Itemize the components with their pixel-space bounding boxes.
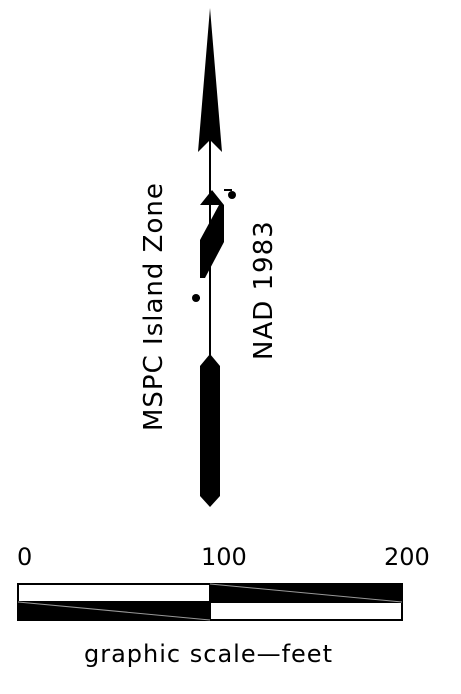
- scale-tick-label-0: 0: [17, 543, 32, 571]
- datum-label: NAD 1983: [249, 220, 279, 360]
- north-arrow-zigzag-dot-top: [228, 191, 236, 199]
- north-arrow-zigzag-dot-bottom: [192, 294, 200, 302]
- scale-bar: 0 100 200 graphic scale—feet: [17, 543, 430, 668]
- scale-tick-label-100: 100: [201, 543, 247, 571]
- scale-caption: graphic scale—feet: [84, 640, 333, 668]
- north-arrow-zigzag: [200, 190, 224, 278]
- zone-label: MSPC Island Zone: [139, 182, 169, 431]
- scale-tick-label-200: 200: [384, 543, 430, 571]
- scale-segment-top-left: [17, 583, 211, 603]
- north-arrow-head: [198, 8, 222, 152]
- north-arrow-tail: [200, 354, 220, 507]
- scale-diagonal-left-2: [17, 601, 211, 621]
- north-arrow: [192, 8, 236, 507]
- scale-segment-bottom-right: [209, 601, 403, 621]
- scale-diagonal-right: [209, 583, 403, 603]
